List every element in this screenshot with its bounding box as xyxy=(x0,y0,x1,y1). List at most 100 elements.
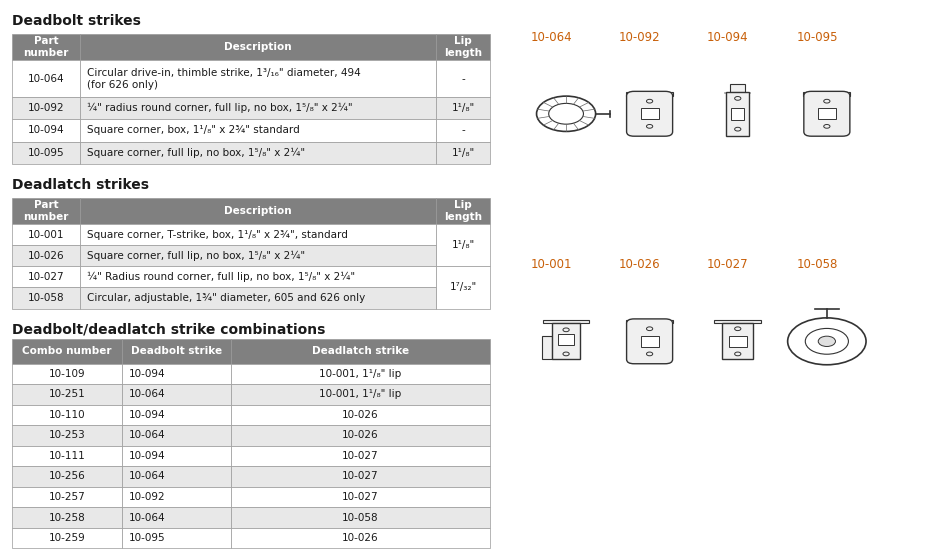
FancyBboxPatch shape xyxy=(80,97,436,119)
FancyBboxPatch shape xyxy=(12,224,80,245)
FancyBboxPatch shape xyxy=(121,487,231,507)
Text: 10-026: 10-026 xyxy=(618,258,660,271)
Text: 10-095: 10-095 xyxy=(795,31,837,43)
FancyBboxPatch shape xyxy=(121,364,231,384)
Text: 10-026: 10-026 xyxy=(342,410,378,420)
Text: 10-253: 10-253 xyxy=(48,430,85,441)
Text: Part
number: Part number xyxy=(23,37,69,58)
Text: 1¹/₈": 1¹/₈" xyxy=(451,148,475,158)
Text: 10-110: 10-110 xyxy=(48,410,85,420)
FancyBboxPatch shape xyxy=(12,528,121,548)
Text: 10-092: 10-092 xyxy=(28,103,64,113)
Text: 10-094: 10-094 xyxy=(129,369,165,379)
Text: 10-092: 10-092 xyxy=(129,492,165,502)
FancyBboxPatch shape xyxy=(12,384,121,405)
Text: 10-094: 10-094 xyxy=(706,31,748,43)
Text: Deadbolt strikes: Deadbolt strikes xyxy=(12,14,141,28)
FancyBboxPatch shape xyxy=(231,425,489,446)
FancyBboxPatch shape xyxy=(231,384,489,405)
FancyBboxPatch shape xyxy=(12,245,80,266)
Text: Lip
length: Lip length xyxy=(444,37,481,58)
FancyBboxPatch shape xyxy=(80,245,436,266)
FancyBboxPatch shape xyxy=(231,339,489,364)
FancyBboxPatch shape xyxy=(121,528,231,548)
Text: Square corner, full lip, no box, 1⁵/₈" x 2¼": Square corner, full lip, no box, 1⁵/₈" x… xyxy=(87,251,305,261)
Text: 10-001, 1¹/₈" lip: 10-001, 1¹/₈" lip xyxy=(319,389,401,400)
FancyBboxPatch shape xyxy=(80,198,436,224)
Text: 10-258: 10-258 xyxy=(48,512,85,523)
Text: 10-064: 10-064 xyxy=(129,471,165,482)
FancyBboxPatch shape xyxy=(803,92,849,136)
Text: 10-095: 10-095 xyxy=(129,533,165,543)
Text: Part
number: Part number xyxy=(23,200,69,221)
FancyBboxPatch shape xyxy=(640,108,658,119)
Text: 10-092: 10-092 xyxy=(618,31,660,43)
Text: Description: Description xyxy=(224,42,291,52)
FancyBboxPatch shape xyxy=(436,97,489,119)
FancyBboxPatch shape xyxy=(231,405,489,425)
Text: Description: Description xyxy=(224,206,291,216)
FancyBboxPatch shape xyxy=(80,266,436,287)
FancyBboxPatch shape xyxy=(730,84,744,92)
FancyBboxPatch shape xyxy=(436,34,489,60)
FancyBboxPatch shape xyxy=(12,507,121,528)
Text: 10-064: 10-064 xyxy=(28,74,64,84)
FancyBboxPatch shape xyxy=(12,339,121,364)
FancyBboxPatch shape xyxy=(803,92,849,96)
FancyBboxPatch shape xyxy=(728,336,746,347)
FancyBboxPatch shape xyxy=(436,198,489,224)
Text: Deadlatch strike: Deadlatch strike xyxy=(311,346,409,356)
FancyBboxPatch shape xyxy=(231,446,489,466)
FancyBboxPatch shape xyxy=(80,287,436,309)
Text: 10-026: 10-026 xyxy=(342,533,378,543)
Text: -: - xyxy=(461,125,464,135)
Text: Circular, adjustable, 1¾" diameter, 605 and 626 only: Circular, adjustable, 1¾" diameter, 605 … xyxy=(87,293,365,303)
Text: ¼" Radius round corner, full lip, no box, 1⁵/₈" x 2¼": ¼" Radius round corner, full lip, no box… xyxy=(87,272,355,282)
FancyBboxPatch shape xyxy=(721,324,753,359)
Text: ¼" radius round corner, full lip, no box, 1⁵/₈" x 2¼": ¼" radius round corner, full lip, no box… xyxy=(87,103,352,113)
FancyBboxPatch shape xyxy=(436,224,489,266)
Text: 10-064: 10-064 xyxy=(530,31,572,43)
Text: 10-027: 10-027 xyxy=(706,258,748,271)
Text: 10-094: 10-094 xyxy=(129,451,165,461)
Text: 10-001: 10-001 xyxy=(530,258,572,271)
FancyBboxPatch shape xyxy=(552,324,579,359)
FancyBboxPatch shape xyxy=(436,119,489,142)
Text: 10-064: 10-064 xyxy=(129,389,165,400)
Text: 10-027: 10-027 xyxy=(342,451,378,461)
Text: 10-027: 10-027 xyxy=(28,272,64,282)
Text: -: - xyxy=(461,74,464,84)
FancyBboxPatch shape xyxy=(121,507,231,528)
Text: 10-251: 10-251 xyxy=(48,389,85,400)
FancyBboxPatch shape xyxy=(121,425,231,446)
Text: 10-026: 10-026 xyxy=(342,430,378,441)
FancyBboxPatch shape xyxy=(640,336,658,347)
Text: 1¹/₈": 1¹/₈" xyxy=(451,103,475,113)
FancyBboxPatch shape xyxy=(121,405,231,425)
FancyBboxPatch shape xyxy=(730,108,743,120)
Text: 10-064: 10-064 xyxy=(129,512,165,523)
FancyBboxPatch shape xyxy=(12,34,80,60)
FancyBboxPatch shape xyxy=(12,142,80,164)
Text: 10-058: 10-058 xyxy=(342,512,378,523)
FancyBboxPatch shape xyxy=(80,119,436,142)
Text: Square corner, T-strike, box, 1¹/₈" x 2¾", standard: Square corner, T-strike, box, 1¹/₈" x 2¾… xyxy=(87,230,348,240)
FancyBboxPatch shape xyxy=(12,466,121,487)
FancyBboxPatch shape xyxy=(12,425,121,446)
Text: 10-094: 10-094 xyxy=(28,125,64,135)
FancyBboxPatch shape xyxy=(121,384,231,405)
Text: 10-256: 10-256 xyxy=(48,471,85,482)
Text: 10-095: 10-095 xyxy=(28,148,64,158)
Text: Lip
length: Lip length xyxy=(444,200,481,221)
FancyBboxPatch shape xyxy=(12,364,121,384)
FancyBboxPatch shape xyxy=(714,320,760,324)
Text: 10-027: 10-027 xyxy=(342,471,378,482)
Text: 1¹/₈": 1¹/₈" xyxy=(451,240,475,250)
FancyBboxPatch shape xyxy=(626,320,672,324)
Text: 10-259: 10-259 xyxy=(48,533,85,543)
FancyBboxPatch shape xyxy=(12,60,80,97)
FancyBboxPatch shape xyxy=(80,34,436,60)
FancyBboxPatch shape xyxy=(558,335,573,345)
Text: 10-257: 10-257 xyxy=(48,492,85,502)
Text: Deadbolt strike: Deadbolt strike xyxy=(131,346,222,356)
